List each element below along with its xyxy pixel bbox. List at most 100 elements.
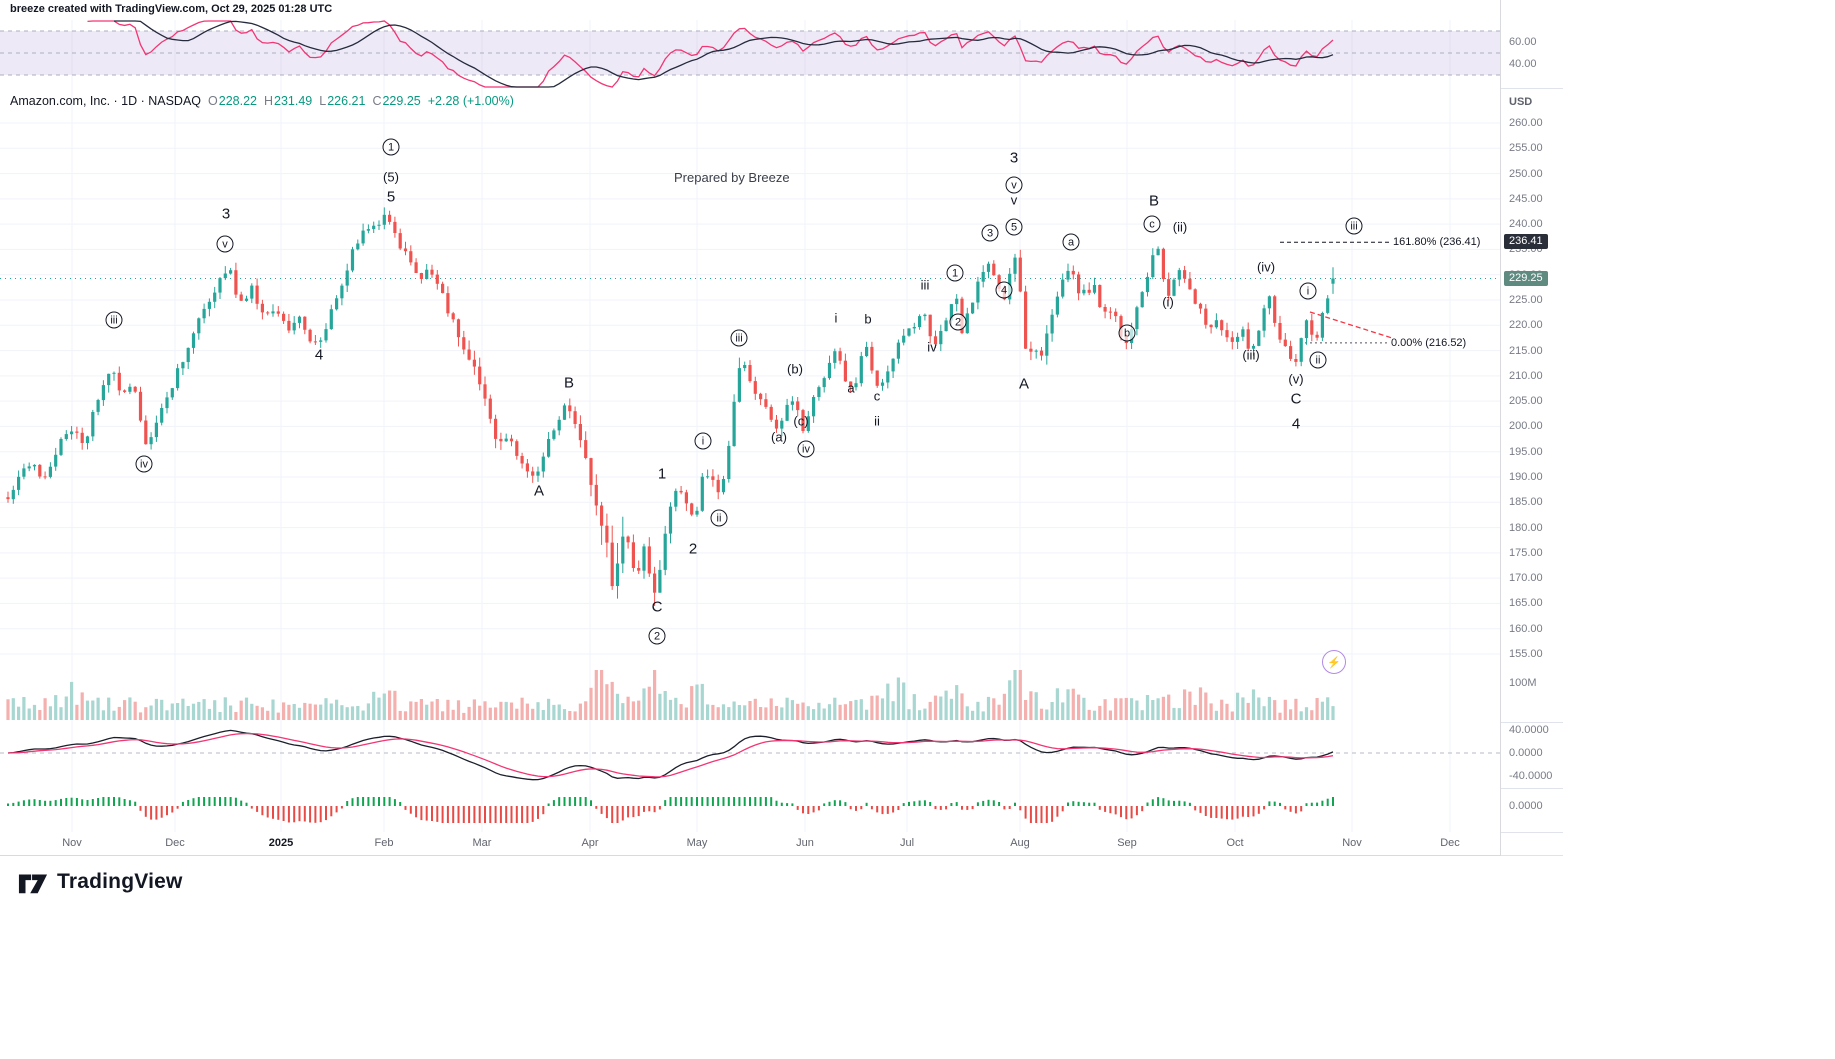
fib-level-label[interactable]: 0.00% (216.52) <box>1391 337 1467 349</box>
price-chart-panel[interactable]: Amazon.com, Inc. · 1D · NASDAQ O228.22 H… <box>0 88 1500 723</box>
elliott-wave-label[interactable]: A <box>533 482 545 500</box>
elliott-wave-label[interactable]: B <box>563 374 575 392</box>
open-value: O228.22 <box>208 94 257 108</box>
time-axis-label: Oct <box>1226 837 1244 849</box>
last-price-badge: 229.25 <box>1504 271 1548 286</box>
footer-brand-row[interactable]: TradingView <box>0 855 1835 895</box>
elliott-wave-label[interactable]: iii <box>730 329 748 347</box>
time-axis-label: 2025 <box>268 837 294 849</box>
scale-separator <box>1501 788 1563 789</box>
elliott-wave-label[interactable]: i <box>834 310 838 326</box>
elliott-wave-label[interactable]: 2 <box>949 313 967 331</box>
elliott-wave-label[interactable]: (b) <box>787 361 803 377</box>
price-scale-tick: 180.00 <box>1509 522 1543 534</box>
elliott-wave-label[interactable]: c <box>873 388 881 404</box>
elliott-wave-label[interactable]: 3 <box>981 224 999 242</box>
price-chart-canvas[interactable] <box>0 88 1500 722</box>
elliott-wave-label[interactable]: 4 <box>995 281 1013 299</box>
elliott-wave-label[interactable]: ii <box>710 509 728 527</box>
elliott-wave-label[interactable]: ii <box>874 413 880 429</box>
elliott-wave-label[interactable]: 1 <box>657 465 667 483</box>
price-scale-tick: 155.00 <box>1509 648 1543 660</box>
elliott-wave-label[interactable]: (v) <box>1288 371 1304 387</box>
elliott-wave-label[interactable]: iv <box>135 455 153 473</box>
elliott-wave-label[interactable]: (ii) <box>1172 219 1188 235</box>
elliott-wave-label[interactable]: v <box>1005 176 1023 194</box>
scale-separator <box>1501 722 1563 723</box>
symbol-title: Amazon.com, Inc. · 1D · NASDAQ <box>10 94 202 108</box>
elliott-wave-label[interactable]: C <box>651 598 663 616</box>
rsi-canvas[interactable] <box>0 20 1500 88</box>
price-scale-tick: 240.00 <box>1509 218 1543 230</box>
price-scale-tick: 210.00 <box>1509 370 1543 382</box>
watermark-text: breeze created with TradingView.com, Oct… <box>10 3 333 15</box>
high-value: H231.49 <box>264 94 312 108</box>
elliott-wave-label[interactable]: 1 <box>382 138 400 156</box>
close-value: C229.25 <box>372 94 420 108</box>
elliott-wave-label[interactable]: i <box>1299 282 1317 300</box>
price-scale[interactable]: USD 236.41 229.25 155.00 160.00 165.00 170.… <box>1500 0 1563 856</box>
elliott-wave-label[interactable]: 2 <box>648 627 666 645</box>
prepared-by-note[interactable]: Prepared by Breeze <box>674 170 790 185</box>
low-number: 226.21 <box>327 94 366 108</box>
tradingview-wordmark[interactable]: TradingView <box>57 870 183 893</box>
elliott-wave-label[interactable]: iii <box>920 277 930 293</box>
rsi-scale-tick: 60.00 <box>1509 36 1537 48</box>
elliott-wave-label[interactable]: b <box>864 311 872 327</box>
elliott-wave-label[interactable]: iii <box>105 311 123 329</box>
time-axis-label: Nov <box>1342 837 1362 849</box>
price-scale-tick: 255.00 <box>1509 142 1543 154</box>
scale-separator <box>1501 88 1563 89</box>
elliott-wave-label[interactable]: c <box>1143 215 1161 233</box>
open-label: O <box>208 94 218 108</box>
low-value: L226.21 <box>319 94 365 108</box>
elliott-wave-label[interactable]: b <box>1118 324 1136 342</box>
elliott-wave-label[interactable]: (a) <box>771 429 787 445</box>
elliott-wave-label[interactable]: 4 <box>314 346 324 364</box>
rsi-indicator-panel[interactable] <box>0 20 1500 89</box>
elliott-wave-label[interactable]: 3 <box>221 205 231 223</box>
elliott-wave-label[interactable]: 3 <box>1009 149 1019 167</box>
histogram-panel[interactable] <box>0 788 1500 833</box>
elliott-wave-label[interactable]: v <box>1010 192 1018 208</box>
price-scale-tick: 250.00 <box>1509 168 1543 180</box>
histogram-canvas[interactable] <box>0 788 1500 832</box>
elliott-wave-label[interactable]: (c) <box>793 413 809 429</box>
oscillator-panel[interactable] <box>0 722 1500 789</box>
elliott-wave-label[interactable]: iv <box>927 339 937 355</box>
time-axis-label: Nov <box>62 837 82 849</box>
elliott-wave-label[interactable]: a <box>847 380 855 396</box>
elliott-wave-label[interactable]: C <box>1290 390 1302 408</box>
elliott-wave-label[interactable]: iv <box>797 440 815 458</box>
price-scale-tick: 195.00 <box>1509 446 1543 458</box>
elliott-wave-label[interactable]: a <box>1062 233 1080 251</box>
price-scale-tick: 220.00 <box>1509 319 1543 331</box>
elliott-wave-label[interactable]: v <box>216 235 234 253</box>
elliott-wave-label[interactable]: 1 <box>946 264 964 282</box>
elliott-wave-label[interactable]: (iii) <box>1242 347 1260 363</box>
elliott-wave-label[interactable]: i <box>694 432 712 450</box>
price-scale-tick: 175.00 <box>1509 547 1543 559</box>
rsi-scale-tick: 40.00 <box>1509 58 1537 70</box>
elliott-wave-label[interactable]: (i) <box>1162 294 1174 310</box>
elliott-wave-label[interactable]: A <box>1018 375 1030 393</box>
elliott-wave-label[interactable]: iii <box>1345 217 1363 235</box>
elliott-wave-label[interactable]: B <box>1148 192 1160 210</box>
osc-scale-tick: 40.0000 <box>1509 724 1549 736</box>
low-label: L <box>319 94 327 108</box>
elliott-wave-label[interactable]: 5 <box>1005 218 1023 236</box>
flash-icon[interactable]: ⚡ <box>1322 650 1346 674</box>
elliott-wave-label[interactable]: (5) <box>383 169 399 185</box>
oscillator-canvas[interactable] <box>0 722 1500 788</box>
elliott-wave-label[interactable]: 5 <box>386 188 396 206</box>
elliott-wave-label[interactable]: 2 <box>688 540 698 558</box>
elliott-wave-label[interactable]: (iv) <box>1256 259 1276 275</box>
elliott-wave-label[interactable]: ii <box>1309 351 1327 369</box>
fib-level-label[interactable]: 161.80% (236.41) <box>1393 236 1481 248</box>
elliott-wave-label[interactable]: 4 <box>1291 415 1301 433</box>
time-axis-label: Dec <box>165 837 185 849</box>
time-axis-label: May <box>686 837 708 849</box>
time-axis[interactable]: Nov Dec 2025 Feb Mar Apr May Jun Jul Aug Sep Oct Nov… <box>0 832 1500 856</box>
time-axis-label: Jun <box>796 837 814 849</box>
